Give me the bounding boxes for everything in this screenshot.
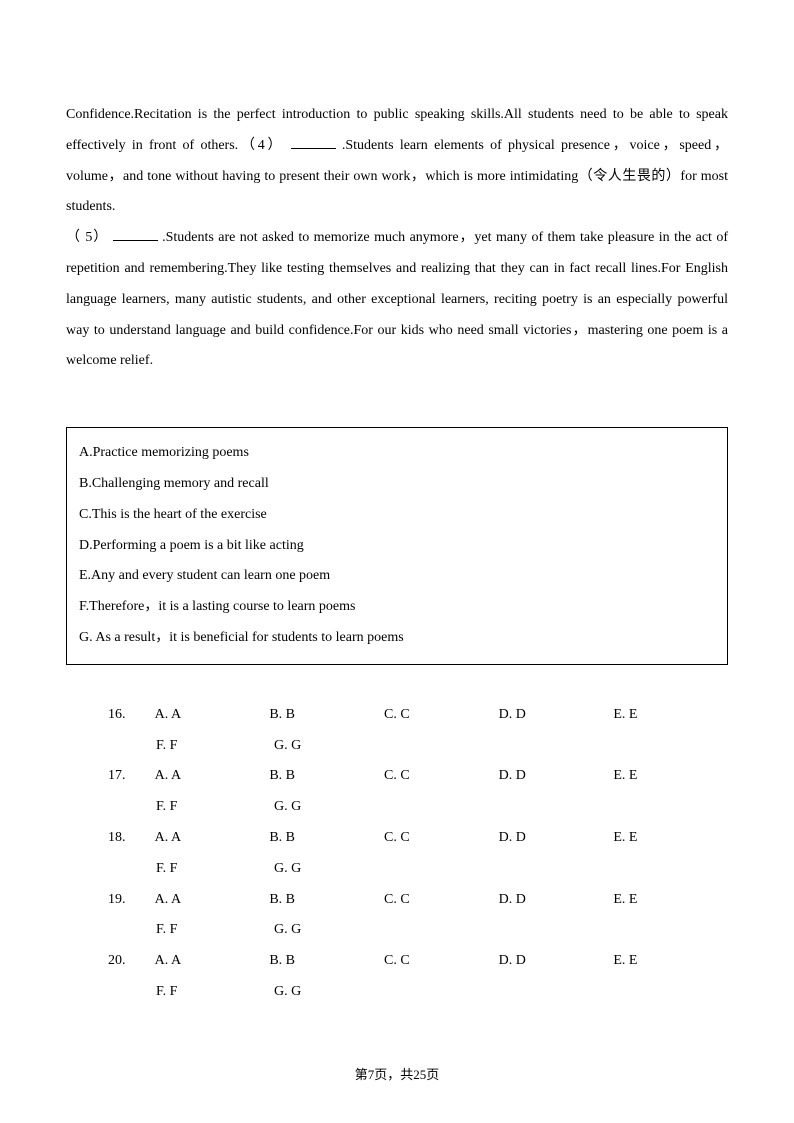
qnum-20: 20. (108, 946, 155, 977)
choice-c: C. C (384, 823, 499, 854)
choice-e: E. E (613, 761, 728, 792)
choice-b: B. B (269, 823, 384, 854)
choice-d: D. D (499, 823, 614, 854)
choice-g: G. G (274, 977, 392, 1008)
option-d: D.Performing a poem is a bit like acting (79, 531, 715, 562)
choice-d: D. D (499, 946, 614, 977)
answer-row-16b: F. F G. G (108, 731, 728, 762)
choice-g: G. G (274, 915, 392, 946)
choice-c: C. C (384, 761, 499, 792)
qnum-19: 19. (108, 885, 155, 916)
answers-block: 16. A. A B. B C. C D. D E. E F. F G. G 1… (108, 700, 728, 1008)
choice-d: D. D (499, 761, 614, 792)
choice-c: C. C (384, 700, 499, 731)
qnum-blank (108, 915, 156, 946)
choice-c: C. C (384, 885, 499, 916)
paragraph-2: （ 5） .Students are not asked to memorize… (66, 223, 728, 377)
answer-row-18: 18. A. A B. B C. C D. D E. E (108, 823, 728, 854)
choice-e: E. E (613, 823, 728, 854)
p2-text-b: .Students are not asked to memorize much… (66, 230, 728, 368)
qnum-17: 17. (108, 761, 155, 792)
answer-row-16: 16. A. A B. B C. C D. D E. E (108, 700, 728, 731)
qnum-blank (108, 977, 156, 1008)
choice-c: C. C (384, 946, 499, 977)
choice-a: A. A (155, 885, 270, 916)
choice-e: E. E (613, 946, 728, 977)
answer-row-17b: F. F G. G (108, 792, 728, 823)
paragraph-1: Confidence.Recitation is the perfect int… (66, 100, 728, 223)
option-c: C.This is the heart of the exercise (79, 500, 715, 531)
p2-text-a: （ 5） (66, 230, 108, 245)
passage-text: Confidence.Recitation is the perfect int… (66, 100, 728, 377)
choice-b: B. B (269, 885, 384, 916)
option-f: F.Therefore，it is a lasting course to le… (79, 592, 715, 623)
choice-g: G. G (274, 792, 392, 823)
choice-d: D. D (499, 885, 614, 916)
choice-b: B. B (269, 761, 384, 792)
blank-5 (113, 227, 158, 241)
page-footer: 第7页，共25页 (0, 1064, 794, 1083)
answer-row-19: 19. A. A B. B C. C D. D E. E (108, 885, 728, 916)
qnum-blank (108, 792, 156, 823)
choice-a: A. A (155, 823, 270, 854)
choice-a: A. A (155, 700, 270, 731)
choice-b: B. B (269, 700, 384, 731)
option-a: A.Practice memorizing poems (79, 438, 715, 469)
option-e: E.Any and every student can learn one po… (79, 561, 715, 592)
option-b: B.Challenging memory and recall (79, 469, 715, 500)
answer-row-17: 17. A. A B. B C. C D. D E. E (108, 761, 728, 792)
choice-f: F. F (156, 731, 274, 762)
choice-e: E. E (613, 700, 728, 731)
choice-e: E. E (613, 885, 728, 916)
choice-f: F. F (156, 915, 274, 946)
qnum-blank (108, 854, 156, 885)
choice-f: F. F (156, 792, 274, 823)
blank-4 (291, 135, 336, 149)
options-box: A.Practice memorizing poems B.Challengin… (66, 427, 728, 665)
choice-g: G. G (274, 731, 392, 762)
qnum-18: 18. (108, 823, 155, 854)
choice-d: D. D (499, 700, 614, 731)
qnum-blank (108, 731, 156, 762)
choice-g: G. G (274, 854, 392, 885)
choice-a: A. A (155, 946, 270, 977)
answer-row-20b: F. F G. G (108, 977, 728, 1008)
choice-f: F. F (156, 854, 274, 885)
answer-row-19b: F. F G. G (108, 915, 728, 946)
choice-f: F. F (156, 977, 274, 1008)
answer-row-18b: F. F G. G (108, 854, 728, 885)
choice-a: A. A (155, 761, 270, 792)
choice-b: B. B (269, 946, 384, 977)
option-g: G. As a result，it is beneficial for stud… (79, 623, 715, 654)
qnum-16: 16. (108, 700, 155, 731)
answer-row-20: 20. A. A B. B C. C D. D E. E (108, 946, 728, 977)
